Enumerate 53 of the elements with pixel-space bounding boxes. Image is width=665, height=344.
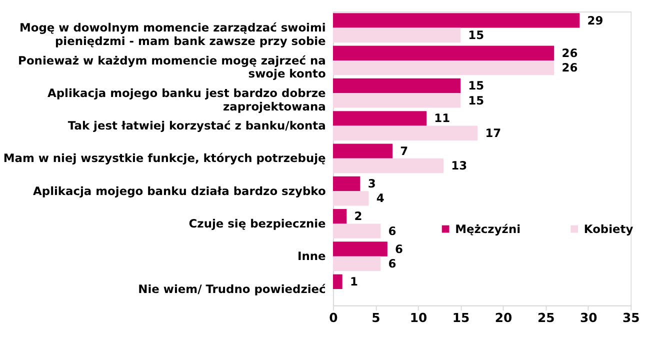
y-tick-label: Mogę w dowolnym momencie zarządzać swoimi pieniędzmi - mam bank zawsze przy sobie (19, 20, 326, 48)
y-tick-label: Nie wiem/ Trudno powiedzieć (138, 282, 326, 296)
bar (332, 242, 388, 256)
y-tick-label: Aplikacja mojego banku jest bardzo dobrze zaprojektowana (47, 86, 326, 114)
data-label: 13 (451, 158, 468, 173)
legend-label: Kobiety (584, 222, 634, 236)
x-tick-label: 10 (410, 310, 428, 326)
bar (332, 224, 381, 238)
x-tick-label: 35 (622, 310, 640, 326)
data-label: 26 (562, 46, 578, 60)
x-tick-label: 25 (537, 310, 555, 326)
bar (332, 28, 461, 42)
x-tick-label: 30 (580, 310, 598, 326)
bar (332, 126, 478, 140)
x-tick-label: 15 (452, 310, 470, 326)
bar (332, 13, 580, 28)
legend-label: Mężczyźni (455, 222, 521, 236)
data-label: 4 (376, 191, 384, 206)
y-tick-label: Aplikacja mojego banku działa bardzo szybko (33, 184, 326, 198)
data-label: 15 (468, 78, 484, 93)
x-tick-label: 5 (372, 310, 380, 326)
data-label: 17 (485, 126, 502, 140)
bar (332, 144, 393, 158)
data-label: 26 (562, 60, 578, 75)
bar (332, 256, 381, 272)
bar (332, 78, 461, 94)
y-tick-label: Tak jest łatwiej korzystać z banku/konta (68, 118, 326, 133)
data-label: 2 (354, 209, 362, 224)
bar (332, 191, 369, 206)
data-label: 1 (350, 274, 358, 288)
bar (332, 209, 347, 224)
y-tick-label: Inne (298, 249, 326, 264)
bar (332, 46, 554, 60)
data-label: 15 (468, 93, 484, 108)
x-tick-label: 20 (494, 310, 513, 326)
data-label: 11 (434, 111, 450, 126)
y-tick-label: Mam w niej wszystkie funkcje, których potrzebuję (3, 151, 326, 166)
data-label: 15 (468, 28, 484, 42)
data-label: 6 (395, 242, 404, 256)
data-label: 6 (388, 224, 396, 238)
bar (332, 176, 360, 192)
data-label: 7 (400, 144, 408, 158)
bar (332, 274, 342, 290)
data-label: 6 (388, 256, 396, 271)
x-tick-label: 0 (329, 310, 338, 326)
y-tick-label: Czuje się bezpiecznie (188, 216, 326, 231)
data-label: 29 (587, 13, 604, 28)
bar (332, 93, 461, 108)
bar (332, 60, 554, 76)
data-label: 3 (368, 176, 376, 191)
bar (332, 158, 444, 174)
y-tick-label: Ponieważ w każdym momencie mogę zajrzeć na swoje konto (18, 53, 326, 81)
bar (332, 111, 427, 126)
